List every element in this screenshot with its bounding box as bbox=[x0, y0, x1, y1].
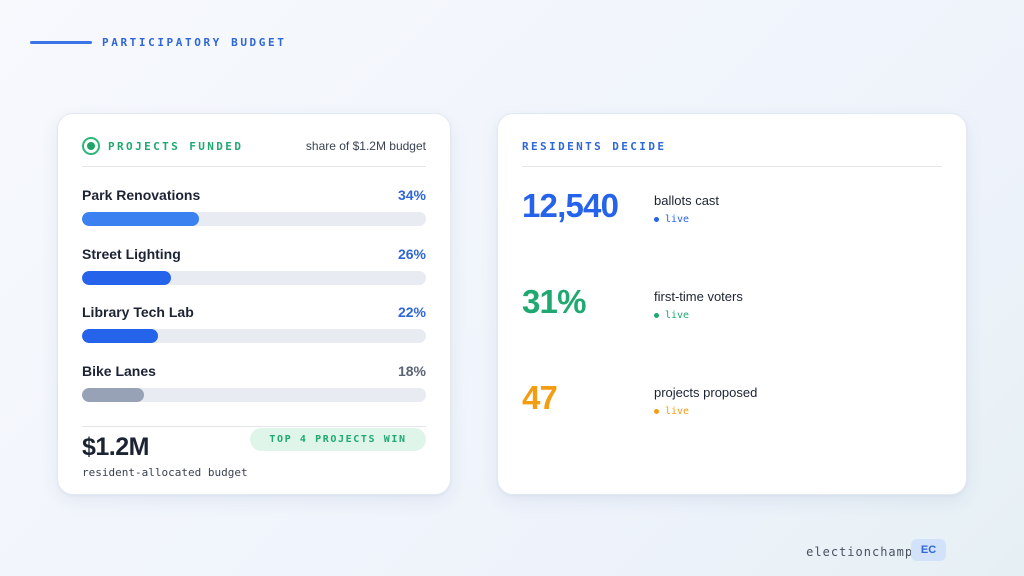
live-label: live bbox=[665, 406, 690, 417]
page-header: PARTICIPATORY BUDGET bbox=[30, 36, 286, 49]
budget-total: $1.2M bbox=[82, 433, 149, 461]
project-share: 18% bbox=[397, 362, 426, 379]
page-title: PARTICIPATORY BUDGET bbox=[102, 36, 287, 49]
live-dot-icon bbox=[654, 313, 659, 318]
residents-decide-card: RESIDENTS DECIDE 12,540 ballots cast liv… bbox=[497, 113, 967, 495]
project-name: Library Tech Lab bbox=[82, 304, 194, 320]
progress-fill bbox=[82, 329, 158, 343]
project-share: 26% bbox=[397, 245, 426, 262]
live-indicator: live bbox=[654, 310, 689, 321]
stat-value: 31% bbox=[522, 283, 586, 320]
project-name: Street Lighting bbox=[82, 245, 181, 262]
winners-badge: TOP 4 PROJECTS WIN bbox=[250, 428, 426, 451]
project-share: 34% bbox=[397, 187, 426, 203]
brand-link[interactable]: electionchamp.com bbox=[806, 545, 946, 559]
project-bar-list: Park Renovations 34% Street Lighting 26%… bbox=[82, 187, 426, 421]
stat-label: first-time voters bbox=[654, 289, 743, 304]
project-row: Bike Lanes 18% bbox=[82, 363, 426, 422]
projects-funded-card: PROJECTS FUNDED share of $1.2M budget Pa… bbox=[57, 113, 451, 495]
stat-ballots-cast: 12,540 ballots cast live bbox=[522, 187, 942, 283]
residents-decide-header: RESIDENTS DECIDE bbox=[522, 134, 942, 167]
live-label: live bbox=[665, 214, 690, 225]
project-row: Street Lighting 26% bbox=[82, 246, 426, 305]
residents-decide-title: RESIDENTS DECIDE bbox=[522, 139, 667, 153]
budget-summary: $1.2M resident-allocated budget TOP 4 PR… bbox=[82, 426, 426, 484]
progress-track bbox=[82, 270, 426, 285]
status-dot-icon bbox=[82, 137, 100, 155]
stat-label: ballots cast bbox=[654, 193, 720, 208]
stat-projects-proposed: 47 projects proposed live bbox=[522, 379, 942, 475]
progress-fill bbox=[82, 270, 172, 285]
header-accent-line bbox=[30, 41, 92, 44]
live-indicator: live bbox=[654, 406, 689, 417]
budget-caption: resident-allocated budget bbox=[82, 466, 248, 479]
projects-funded-subtitle: share of $1.2M budget bbox=[305, 139, 426, 153]
live-indicator: live bbox=[654, 214, 689, 225]
projects-funded-title: PROJECTS FUNDED bbox=[108, 139, 244, 153]
progress-track bbox=[82, 387, 426, 402]
project-row: Library Tech Lab 22% bbox=[82, 304, 426, 363]
project-name: Park Renovations bbox=[82, 187, 201, 203]
stat-value: 12,540 bbox=[522, 187, 619, 224]
stat-value: 47 bbox=[522, 379, 558, 416]
project-share: 22% bbox=[397, 304, 426, 320]
stat-label: projects proposed bbox=[654, 385, 758, 400]
project-row: Park Renovations 34% bbox=[82, 187, 426, 246]
brand-logo-badge: EC bbox=[911, 539, 946, 561]
progress-track bbox=[82, 212, 426, 226]
progress-fill bbox=[82, 212, 199, 226]
live-dot-icon bbox=[654, 409, 659, 414]
progress-track bbox=[82, 329, 426, 343]
projects-funded-header: PROJECTS FUNDED share of $1.2M budget bbox=[82, 134, 426, 167]
stat-first-time-voters: 31% first-time voters live bbox=[522, 283, 942, 379]
stat-list: 12,540 ballots cast live 31% first-time … bbox=[522, 187, 942, 475]
project-name: Bike Lanes bbox=[82, 362, 156, 379]
live-dot-icon bbox=[654, 217, 659, 222]
progress-fill bbox=[82, 387, 144, 402]
live-label: live bbox=[665, 310, 690, 321]
